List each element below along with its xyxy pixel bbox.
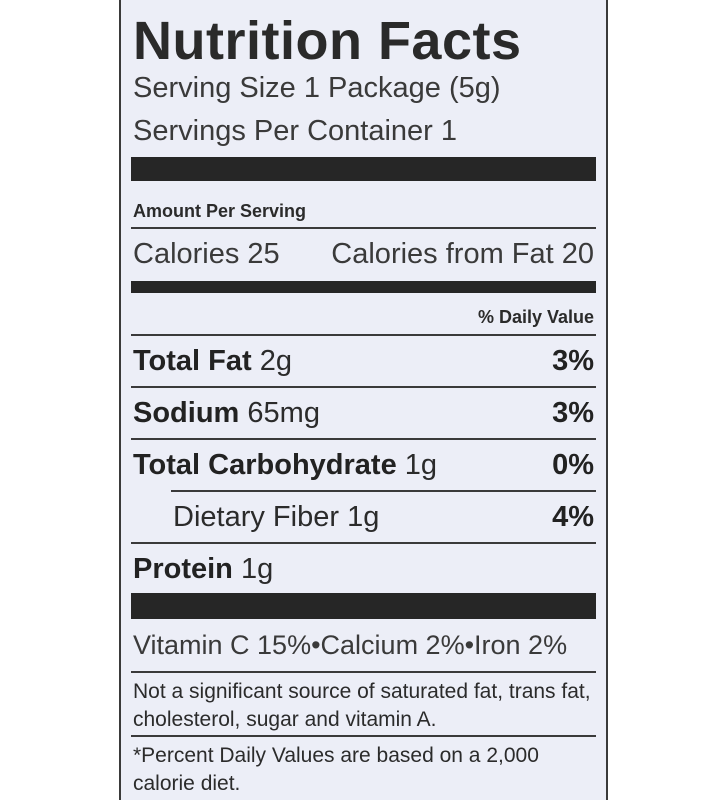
- divider: [131, 671, 596, 673]
- nutrient-name: Total Fat 2g: [133, 345, 293, 377]
- calories-from-fat: Calories from Fat 20: [331, 238, 594, 270]
- thick-divider: [131, 157, 596, 181]
- divider: [171, 490, 596, 492]
- divider: [131, 334, 596, 336]
- nutrient-name: Dietary Fiber 1g: [173, 501, 380, 533]
- nutrient-daily-value: 4%: [552, 501, 594, 533]
- nutrient-name: Sodium 65mg: [133, 397, 320, 429]
- thick-divider: [131, 593, 596, 619]
- divider: [131, 227, 596, 229]
- nutrient-daily-value: 3%: [552, 345, 594, 377]
- nutrient-daily-value: 3%: [552, 397, 594, 429]
- divider: [131, 386, 596, 388]
- amount-per-serving-heading: Amount Per Serving: [133, 201, 307, 221]
- nutrient-name: Protein 1g: [133, 553, 274, 585]
- not-significant-note: Not a significant source of saturated fa…: [133, 680, 591, 731]
- nutrient-row-total-fat: Total Fat 2g 3%: [133, 344, 594, 378]
- medium-divider: [131, 281, 596, 293]
- nutrition-facts-label: Nutrition Facts Serving Size 1 Package (…: [119, 0, 608, 800]
- vitamins-minerals: Vitamin C 15%•Calcium 2%•Iron 2%: [133, 630, 568, 660]
- servings-per-container: Servings Per Container 1: [133, 115, 457, 147]
- nutrient-row-total-carbohydrate: Total Carbohydrate 1g 0%: [133, 448, 594, 482]
- nutrient-row-sodium: Sodium 65mg 3%: [133, 396, 594, 430]
- label-title: Nutrition Facts: [133, 11, 522, 71]
- daily-value-heading: % Daily Value: [477, 307, 594, 327]
- serving-size: Serving Size 1 Package (5g): [133, 72, 501, 104]
- nutrient-row-protein: Protein 1g: [133, 552, 594, 586]
- nutrient-daily-value: 0%: [552, 449, 594, 481]
- nutrient-row-dietary-fiber: Dietary Fiber 1g 4%: [133, 500, 594, 534]
- divider: [131, 735, 596, 737]
- divider: [131, 542, 596, 544]
- nutrient-name: Total Carbohydrate 1g: [133, 449, 438, 481]
- daily-value-footnote: *Percent Daily Values are based on a 2,0…: [133, 744, 539, 795]
- divider: [131, 438, 596, 440]
- calories: Calories 25: [133, 238, 280, 270]
